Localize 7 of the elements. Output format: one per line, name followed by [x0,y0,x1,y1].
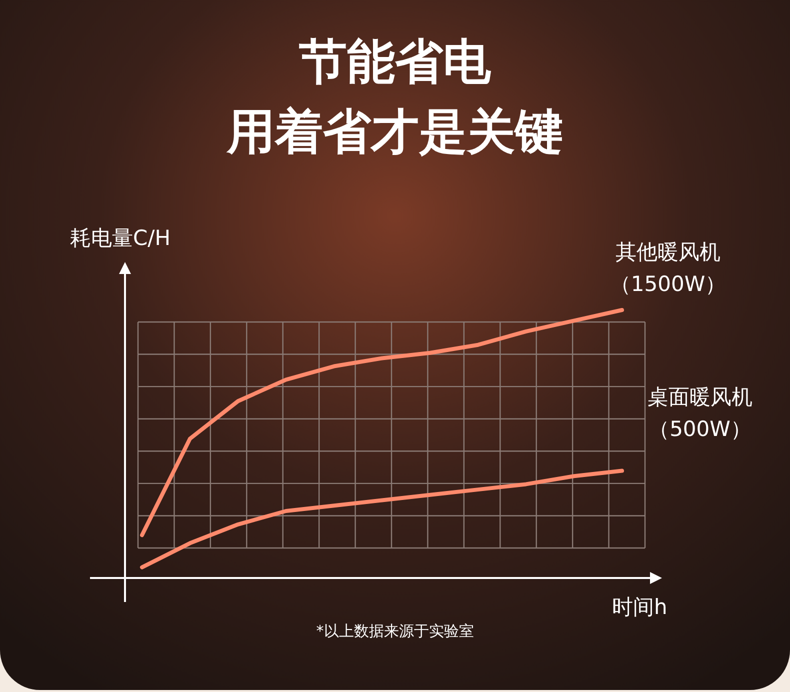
series-label: 其他暖风机（1500W） [608,239,728,298]
series-label: 桌面暖风机（500W） [646,384,754,443]
y-axis-title: 耗电量C/H [70,226,171,250]
chart-title: 节能省电 [298,34,492,90]
text: *以上数据来源于实验室 [316,622,474,640]
x-axis-title: 时间h [612,595,668,619]
chart-subtitle: 用着省才是关键 [226,104,563,160]
